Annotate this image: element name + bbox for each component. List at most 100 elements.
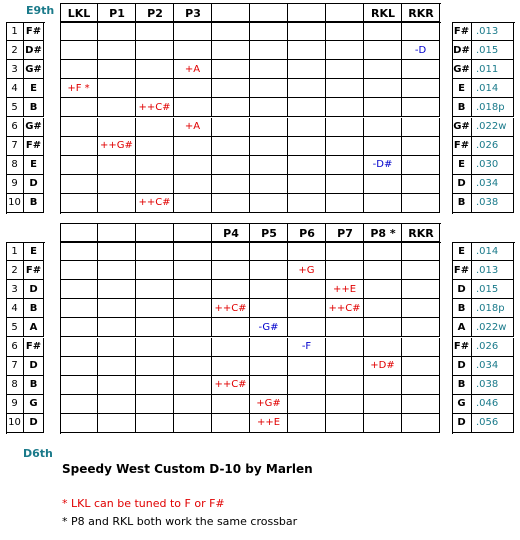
e9-change-cell (136, 117, 174, 137)
e9-change-cell (250, 155, 288, 175)
d6-string-number: 9 (6, 394, 24, 414)
d6-change-cell (250, 375, 288, 395)
e9-header-1: P1 (109, 6, 125, 20)
d6-open-note: B (24, 375, 44, 395)
d6-change-cell (326, 318, 364, 338)
page-title: Speedy West Custom D-10 by Marlen (62, 462, 313, 476)
d6-header-1 (98, 225, 136, 241)
d6-change-cell (288, 318, 326, 338)
d6-change-cell (136, 337, 174, 357)
e9-header-cell (364, 3, 402, 22)
e9-string-gauge: .022w (472, 117, 514, 137)
e9-change-cell (60, 174, 98, 194)
d6-header-2 (136, 225, 174, 241)
e9-change-cell (326, 136, 364, 156)
e9-string-gauge: .038 (472, 193, 514, 213)
e9-change-cell (98, 22, 136, 42)
e9-string-number: 1 (6, 22, 24, 42)
d6-change-cell: ++C# (212, 299, 250, 319)
e9-header-4 (212, 5, 250, 21)
e9-change-cell: +A (174, 117, 212, 137)
e9-change-cell (288, 98, 326, 118)
d6-change-cell (174, 356, 212, 376)
d6-change-cell (402, 356, 440, 376)
e9-gauge-grid (452, 22, 515, 214)
e9-open-note: F# (24, 136, 44, 156)
d6-header-cell (250, 223, 288, 242)
e9-change-cell (364, 98, 402, 118)
e9-change-cell (364, 193, 402, 213)
d6-string-number: 2 (6, 261, 24, 281)
d6-change-grid (60, 242, 441, 434)
e9-change-cell (288, 41, 326, 61)
d6-string-gauge: .026 (472, 337, 514, 357)
e9-change-cell (288, 155, 326, 175)
d6-open-note-right: E (452, 242, 472, 262)
e9-change-cell (288, 117, 326, 137)
e9-change-cell (174, 136, 212, 156)
d6-change-cell (98, 242, 136, 262)
e9-header-8: RKL (370, 6, 395, 20)
e9-header-9: RKR (408, 6, 434, 20)
e9-open-note: B (24, 98, 44, 118)
e9-open-note-right: B (452, 193, 472, 213)
d6-change-cell (402, 375, 440, 395)
d6-change-cell (402, 413, 440, 433)
d6-change-cell (98, 299, 136, 319)
e9-change-cell (326, 22, 364, 42)
e9-string-number: 3 (6, 60, 24, 80)
e9-change-cell (60, 193, 98, 213)
d6-string-gauge: .015 (472, 280, 514, 300)
e9-string-number: 7 (6, 136, 24, 156)
e9-change-cell (212, 60, 250, 80)
e9-open-note-right: E (452, 79, 472, 99)
d6-change-cell (98, 261, 136, 281)
e9-tuning-label: E9th (26, 4, 55, 17)
e9-change-cell (60, 98, 98, 118)
d6-header-5: P5 (261, 226, 277, 240)
d6-change-cell (364, 375, 402, 395)
d6-change-cell (136, 261, 174, 281)
d6-change-cell (60, 280, 98, 300)
d6-open-note-right: D (452, 356, 472, 376)
d6-change-cell (288, 394, 326, 414)
e9-open-note: F# (24, 22, 44, 42)
e9-change-cell: -D (402, 41, 440, 61)
e9-open-note: B (24, 193, 44, 213)
d6-change-cell (326, 242, 364, 262)
e9-change-cell (60, 136, 98, 156)
e9-string-number: 8 (6, 155, 24, 175)
d6-string-gauge: .046 (472, 394, 514, 414)
d6-header-cell (402, 223, 440, 242)
e9-change-cell (136, 155, 174, 175)
d6-change-cell (136, 413, 174, 433)
d6-change-cell: ++C# (326, 299, 364, 319)
e9-change-cell (326, 174, 364, 194)
d6-change-cell (402, 299, 440, 319)
d6-string-number: 8 (6, 375, 24, 395)
d6-tuning-label: D6th (23, 447, 53, 460)
e9-change-cell (98, 117, 136, 137)
e9-open-note-right: F# (452, 136, 472, 156)
e9-header-6 (288, 5, 326, 21)
d6-change-cell (402, 261, 440, 281)
d6-change-cell (98, 375, 136, 395)
d6-change-cell (250, 356, 288, 376)
d6-change-cell (326, 337, 364, 357)
e9-change-cell (174, 41, 212, 61)
e9-change-cell (364, 22, 402, 42)
d6-header-cell (174, 223, 212, 242)
e9-string-gauge: .026 (472, 136, 514, 156)
d6-open-note-right: B (452, 375, 472, 395)
d6-string-gauge: .013 (472, 261, 514, 281)
e9-change-cell (288, 174, 326, 194)
d6-change-cell (288, 280, 326, 300)
e9-change-cell (364, 41, 402, 61)
e9-change-cell (250, 174, 288, 194)
e9-change-cell (136, 174, 174, 194)
e9-change-cell (326, 117, 364, 137)
d6-change-cell (364, 337, 402, 357)
d6-change-cell (212, 356, 250, 376)
d6-change-cell (174, 413, 212, 433)
e9-change-cell (212, 98, 250, 118)
